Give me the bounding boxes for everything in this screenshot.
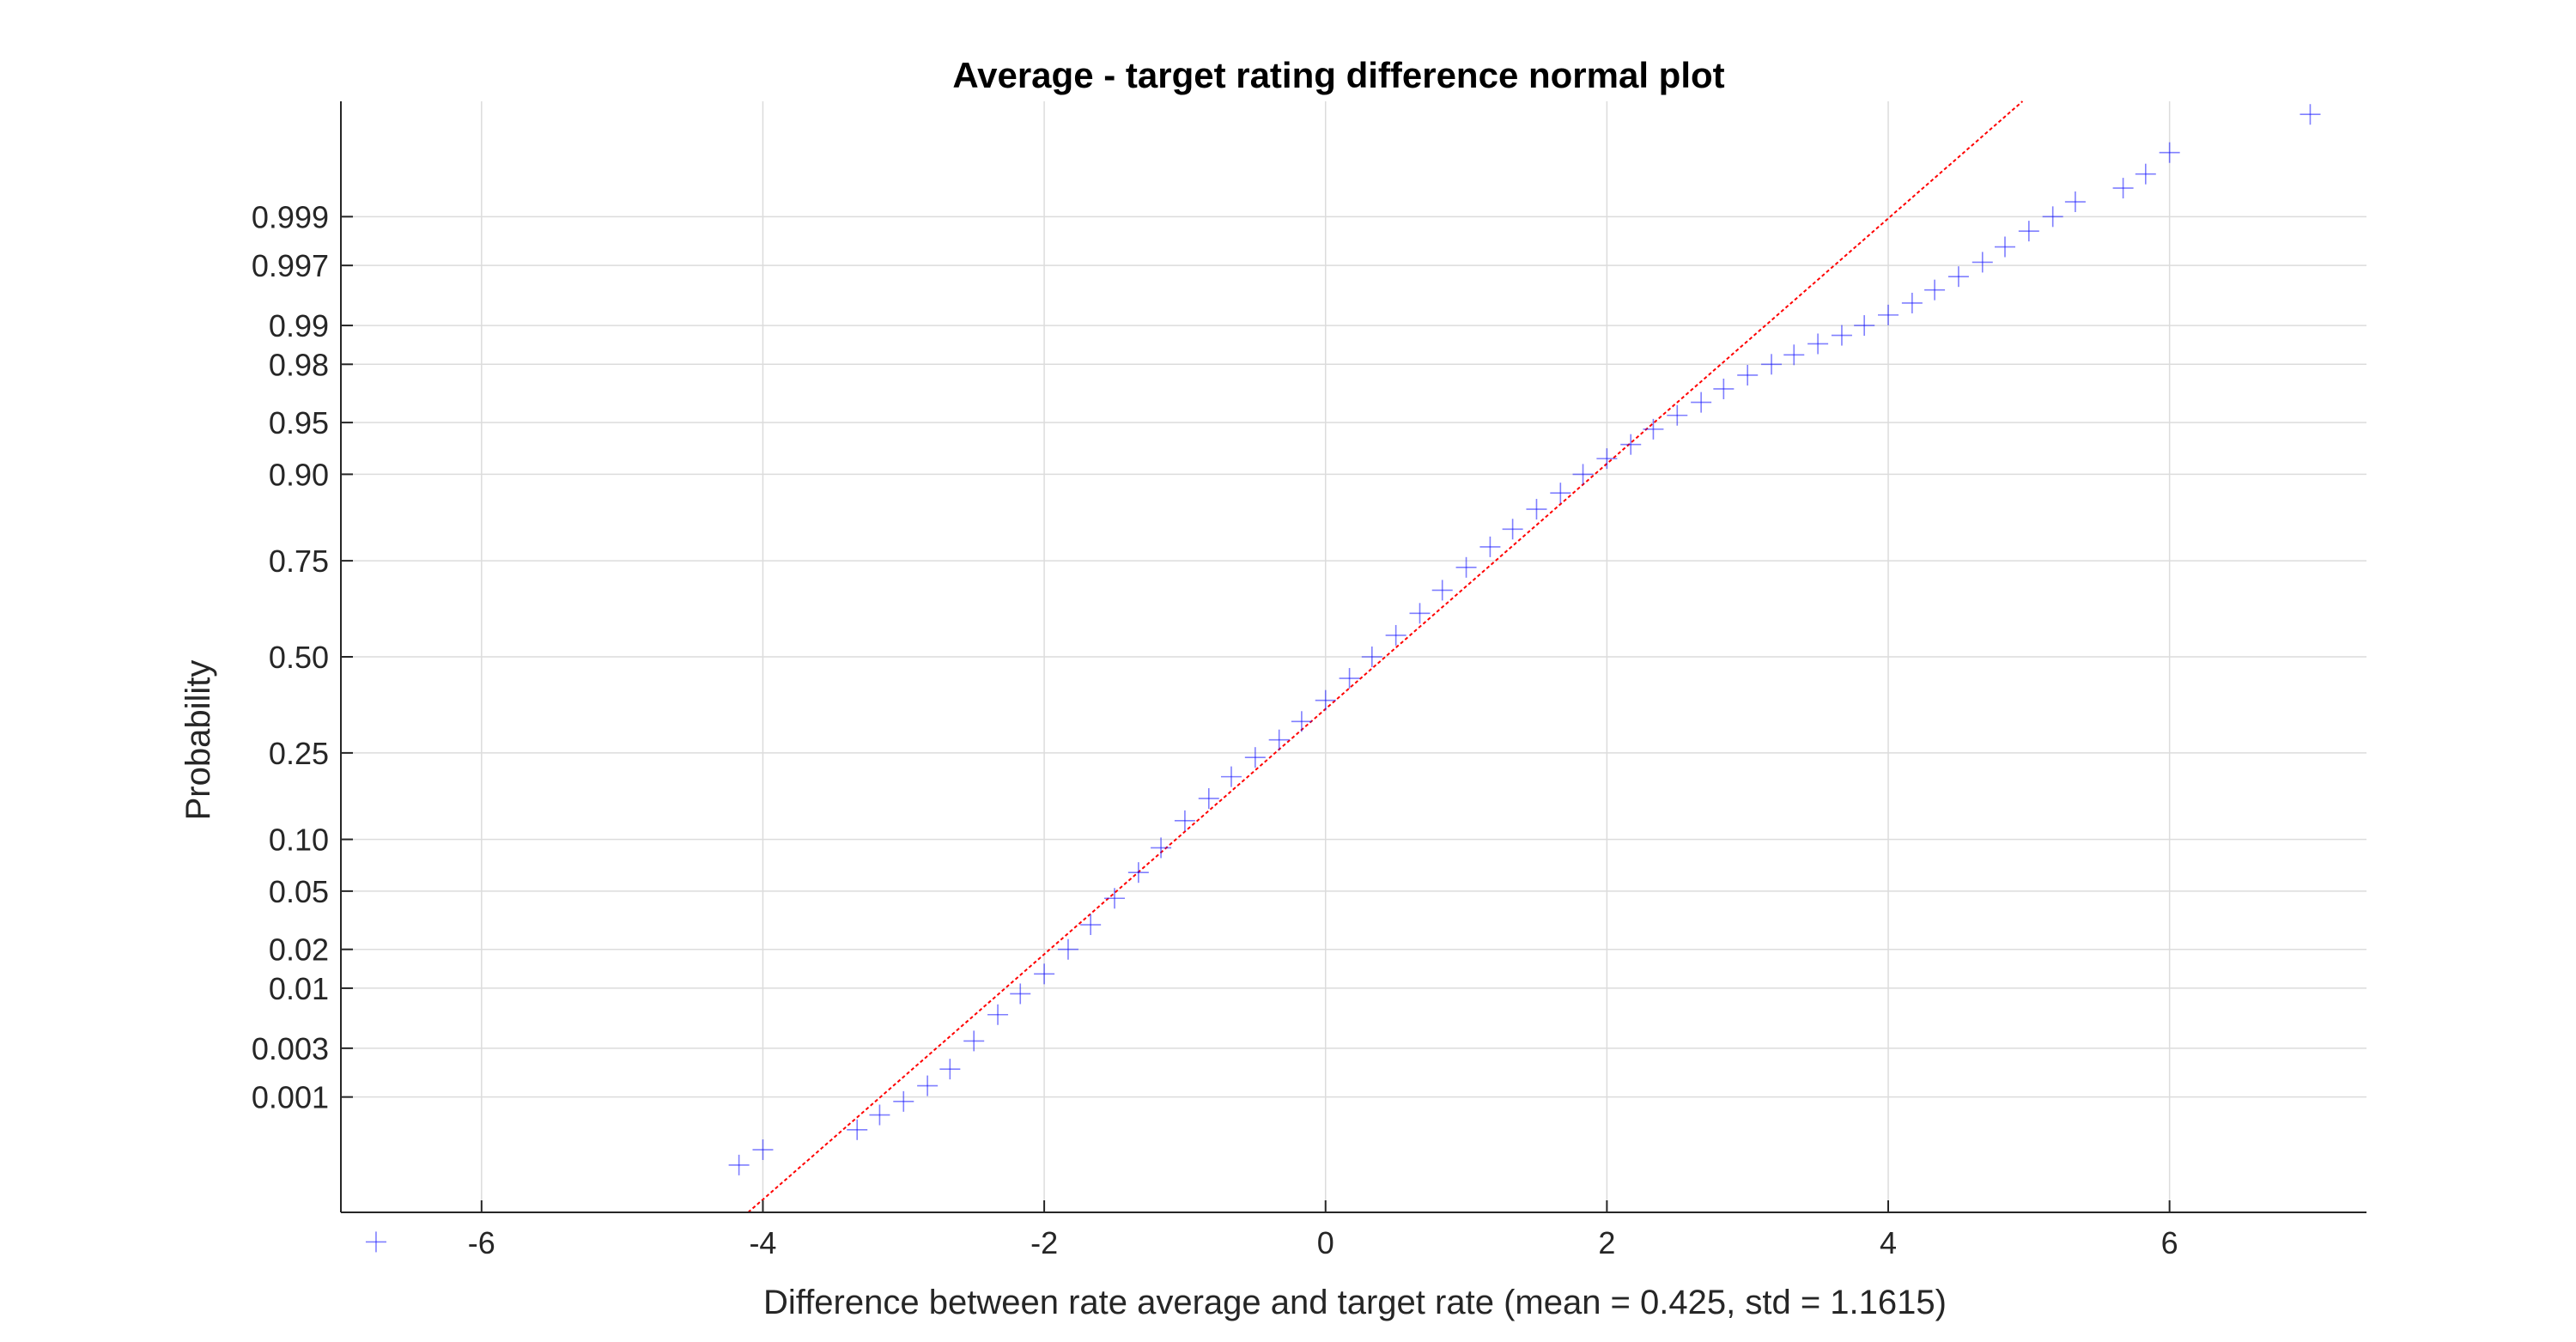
data-point — [2300, 104, 2321, 125]
data-point — [1854, 315, 1875, 337]
data-point — [1198, 787, 1219, 809]
x-tick-label: 0 — [1317, 1225, 1334, 1260]
data-point — [1220, 766, 1242, 787]
x-tick-label: 2 — [1598, 1225, 1615, 1260]
data-point — [2064, 191, 2086, 213]
data-point — [1620, 434, 1642, 455]
data-point — [1596, 448, 1618, 470]
y-tick-label: 0.02 — [269, 932, 329, 968]
data-point — [893, 1090, 914, 1112]
data-point — [1339, 668, 1360, 689]
data-point — [365, 1231, 386, 1253]
data-point — [1431, 580, 1453, 601]
y-tick-label: 0.95 — [269, 405, 329, 440]
y-tick-label: 0.001 — [252, 1080, 329, 1115]
data-point — [1667, 404, 1688, 426]
data-point — [1268, 729, 1290, 750]
y-tick-label: 0.90 — [269, 457, 329, 492]
data-point — [1761, 354, 1783, 375]
grid-layer — [341, 101, 2366, 1212]
data-point — [1385, 624, 1406, 646]
y-tick-label: 0.10 — [269, 823, 329, 858]
data-point — [1104, 888, 1126, 909]
x-tick-label: 4 — [1880, 1225, 1897, 1260]
data-point — [1994, 236, 2015, 258]
data-point — [1455, 556, 1477, 578]
data-point — [2159, 142, 2180, 163]
x-tick-label: 6 — [2161, 1225, 2178, 1260]
data-point — [1291, 711, 1312, 732]
data-point — [1713, 378, 1735, 399]
data-point — [939, 1059, 961, 1080]
y-tick-label: 0.999 — [252, 199, 329, 234]
data-point — [1479, 536, 1501, 557]
y-tick-label: 0.003 — [252, 1031, 329, 1066]
data-point — [2042, 206, 2063, 228]
data-point — [917, 1075, 939, 1096]
data-point — [869, 1104, 890, 1126]
y-tick-label: 0.25 — [269, 736, 329, 771]
data-point — [2018, 221, 2039, 242]
data-point — [1526, 499, 1547, 520]
axes-layer: -6 -4 -2 0 2 4 6 0.001 0.003 0.010.02 0.05 0.10 0.25… — [252, 101, 2366, 1260]
y-tick-label: 0.50 — [269, 640, 329, 675]
chart-title: Average - target rating difference norma… — [952, 55, 1724, 95]
data-point — [1361, 647, 1382, 667]
x-tick-label: -6 — [468, 1225, 495, 1260]
data-point — [1572, 464, 1594, 485]
data-point — [752, 1139, 774, 1161]
data-point — [1783, 344, 1805, 366]
y-tick-label: 0.98 — [269, 347, 329, 382]
data-point — [963, 1030, 985, 1052]
data-point — [1691, 392, 1712, 413]
data-point — [1315, 689, 1336, 711]
data-point — [1127, 862, 1149, 884]
data-point — [1901, 292, 1923, 313]
data-point — [987, 1004, 1009, 1025]
data-point — [1643, 418, 1664, 440]
data-point — [1550, 483, 1571, 504]
x-tick-label: -4 — [749, 1225, 776, 1260]
data-point — [1151, 837, 1172, 859]
x-axis-label: Difference between rate average and targ… — [763, 1284, 1947, 1321]
data-markers-layer — [365, 104, 2321, 1253]
y-tick-label: 0.05 — [269, 874, 329, 909]
data-point — [1174, 810, 1195, 831]
y-tick-label: 0.99 — [269, 308, 329, 343]
reference-line — [747, 100, 2024, 1213]
data-point — [1924, 279, 1946, 301]
data-point — [1807, 333, 1829, 355]
data-point — [2135, 163, 2156, 185]
y-tick-label: 0.75 — [269, 543, 329, 579]
data-point — [1010, 983, 1031, 1005]
data-point — [1831, 325, 1852, 346]
data-point — [1057, 938, 1078, 960]
data-point — [847, 1119, 868, 1140]
data-point — [1971, 252, 1993, 273]
y-axis-label: Probability — [179, 660, 217, 821]
data-point — [728, 1154, 750, 1175]
data-point — [2112, 178, 2134, 199]
x-tick-label: -2 — [1030, 1225, 1058, 1260]
data-point — [1244, 747, 1266, 768]
data-point — [1947, 266, 1969, 288]
data-point — [1409, 603, 1431, 624]
data-point — [1502, 519, 1523, 540]
data-point — [1737, 364, 1759, 386]
reference-line-layer — [747, 100, 2024, 1213]
data-point — [1080, 914, 1102, 936]
y-tick-label: 0.997 — [252, 248, 329, 283]
data-point — [1878, 304, 1899, 325]
data-point — [1034, 963, 1055, 985]
y-tick-label: 0.01 — [269, 971, 329, 1006]
